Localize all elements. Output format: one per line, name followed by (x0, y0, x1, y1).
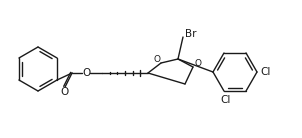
Text: O: O (194, 59, 201, 68)
Text: O: O (82, 68, 90, 78)
Text: Cl: Cl (261, 67, 271, 77)
Text: O: O (60, 87, 68, 97)
Text: Cl: Cl (221, 95, 231, 105)
Text: O: O (153, 55, 160, 63)
Text: Br: Br (185, 29, 197, 39)
